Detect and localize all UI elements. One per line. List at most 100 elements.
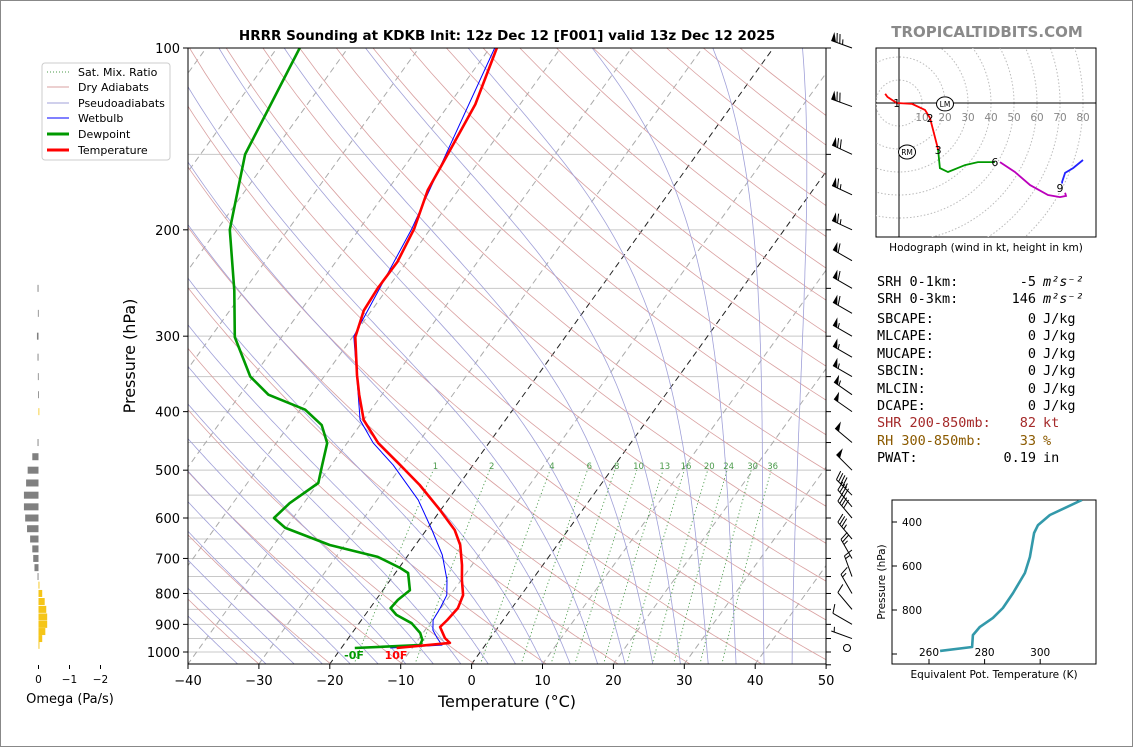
theta-e-frame xyxy=(891,499,1097,665)
stat-label: PWAT: xyxy=(877,450,918,466)
omega-bar xyxy=(37,353,39,361)
y-tick-label: 300 xyxy=(155,330,180,345)
omega-bar xyxy=(38,408,40,416)
omega-bar xyxy=(37,284,39,292)
hodograph-height-label: 3 xyxy=(935,144,942,157)
omega-bar xyxy=(38,605,47,613)
wind-barb-flag xyxy=(831,90,836,101)
pseudoadiabat xyxy=(188,559,295,664)
stat-label: SBCIN: xyxy=(877,363,926,379)
dry-adiabat xyxy=(189,48,826,621)
hodograph-ring-label: 60 xyxy=(1030,112,1043,124)
theta-e-plot xyxy=(939,500,1083,653)
surface-dewpoint-label: -0F xyxy=(344,649,364,662)
stat-label: SHR 200-850mb: xyxy=(877,415,991,431)
storm-motion-label: RM xyxy=(901,148,913,157)
stat-value: -5 xyxy=(1020,274,1036,290)
hodograph-trace xyxy=(884,93,939,151)
wind-barb-flag xyxy=(832,357,838,369)
x-axis-label: Temperature (°C) xyxy=(437,692,576,711)
stat-label: SRH 0-3km: xyxy=(877,291,958,307)
stat-label: MUCAPE: xyxy=(877,346,934,362)
omega-bar xyxy=(27,466,39,474)
pseudoadiabat xyxy=(188,501,351,664)
stat-unit: J/kg xyxy=(1043,381,1076,397)
hodograph-ring-label: 10 xyxy=(915,112,928,124)
omega-bar xyxy=(34,564,39,572)
wind-barb-tick xyxy=(840,531,848,540)
mixing-ratio-line xyxy=(479,470,551,664)
x-tick-label: 30 xyxy=(676,674,693,689)
hodograph-ring-label: 40 xyxy=(984,112,997,124)
stat-unit: J/kg xyxy=(1043,328,1076,344)
mixing-ratio-line xyxy=(673,470,728,664)
hodograph-trace xyxy=(1061,159,1084,184)
wind-barb-half-tick xyxy=(845,555,850,560)
mixing-ratio-label: 24 xyxy=(723,462,734,472)
stat-unit: kt xyxy=(1043,415,1059,431)
x-tick-label: 10 xyxy=(534,674,551,689)
wind-barb-half-tick xyxy=(839,184,842,190)
stat-label: SBCAPE: xyxy=(877,311,934,327)
isotherm xyxy=(400,72,826,664)
hodograph-trace xyxy=(999,161,1068,199)
isotherm xyxy=(188,48,278,173)
dry-adiabat xyxy=(299,48,826,507)
legend-entry: Dry Adiabats xyxy=(78,81,149,94)
omega-bar xyxy=(38,635,43,643)
mixing-ratio-line xyxy=(651,470,709,664)
omega-bar xyxy=(38,391,39,399)
hodograph-ring-label: 80 xyxy=(1076,112,1089,124)
wind-barb-tick xyxy=(837,243,841,253)
wind-barb-tick xyxy=(842,534,850,543)
wind-barb-staff xyxy=(832,249,853,262)
omega-bar xyxy=(36,332,39,340)
wind-barb-tick xyxy=(837,492,844,502)
stat-unit: J/kg xyxy=(1043,398,1076,414)
hodograph-panel: 10 20 30 40 50 60 70 80 LM RM 1 2 3 6 9 xyxy=(875,47,1097,238)
mixing-ratio-line xyxy=(414,470,491,664)
wind-barb-tick xyxy=(844,549,853,557)
wind-barb-half-tick xyxy=(843,524,847,530)
pseudoadiabat xyxy=(188,86,599,664)
wind-barb-flag xyxy=(832,177,837,188)
omega-bar xyxy=(27,525,39,533)
theta-e-line xyxy=(939,500,1083,653)
wind-barb-staff xyxy=(832,365,853,378)
wind-barb-flag xyxy=(834,374,840,385)
y-tick-label: 1000 xyxy=(147,646,180,661)
stat-label: RH 300-850mb: xyxy=(877,433,983,449)
dry-adiabat xyxy=(446,48,826,367)
wind-barb-flag xyxy=(831,32,836,43)
wind-barb-staff xyxy=(834,428,853,443)
wind-barb-half-tick xyxy=(843,540,848,545)
wind-barb-tick xyxy=(832,603,836,614)
wind-barb-staff xyxy=(840,539,853,559)
dewpoint-line xyxy=(228,48,424,650)
wind-barb-staff xyxy=(837,500,853,519)
wind-barb-staff xyxy=(831,630,853,640)
omega-axis-label: Omega (Pa/s) xyxy=(26,692,114,707)
legend-entry: Wetbulb xyxy=(78,112,123,125)
mixing-ratio-label: 30 xyxy=(747,462,758,472)
omega-bar xyxy=(23,503,39,511)
omega-bar xyxy=(32,545,39,553)
mixing-ratio-label: 20 xyxy=(704,462,715,472)
wind-barb-tick xyxy=(841,518,848,528)
wind-barb-tick xyxy=(835,470,842,480)
pseudoadiabat xyxy=(188,530,324,664)
omega-tick-label: −1 xyxy=(62,674,77,686)
skewt-background-lines: 1 2 4 6 8 10 13 16 20 24 30 36 xyxy=(188,48,826,664)
omega-bar xyxy=(38,628,46,636)
wind-barb-tick xyxy=(840,566,848,575)
dry-adiabat xyxy=(335,48,826,471)
dry-adiabat xyxy=(188,226,691,664)
omega-bar xyxy=(38,620,48,628)
pseudoadiabat xyxy=(188,365,462,664)
skewt-axes: −40 −30 −20 −10 0 10 20 30 40 50 100 200 300 400 500 60… xyxy=(147,42,834,689)
hodograph-ring-label: 30 xyxy=(961,112,974,124)
omega-bar xyxy=(38,613,48,621)
stat-unit: J/kg xyxy=(1043,346,1076,362)
wind-barb-staff xyxy=(837,592,853,610)
chart-title: HRRR Sounding at KDKB Init: 12z Dec 12 [… xyxy=(239,28,775,44)
